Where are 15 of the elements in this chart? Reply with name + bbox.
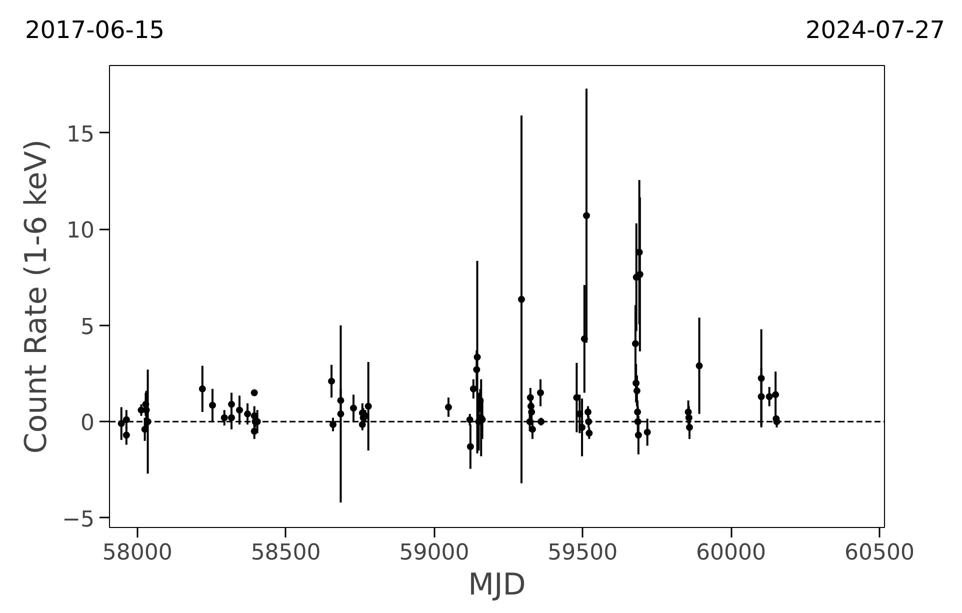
x-tick-label: 59500: [548, 540, 618, 566]
y-tick-label: 15: [66, 122, 95, 148]
text: 2024-07-27: [806, 15, 945, 46]
y-tick-label: 5: [80, 314, 95, 340]
x-axis-title: MJD: [468, 568, 526, 602]
x-tick-label: 59000: [399, 540, 470, 566]
x-tick-label: 58500: [250, 540, 321, 566]
x-tick-label: 60500: [844, 540, 914, 566]
y-tick-label: 10: [66, 218, 95, 244]
y-tick-label: −5: [62, 507, 95, 532]
y-axis-title: Count Rate (1-6 keV): [19, 139, 54, 454]
x-tick-label: 58000: [102, 540, 172, 566]
text: 2017-06-15: [25, 15, 164, 46]
y-tick-label: 0: [80, 411, 95, 436]
x-tick-label: 60000: [696, 540, 766, 566]
